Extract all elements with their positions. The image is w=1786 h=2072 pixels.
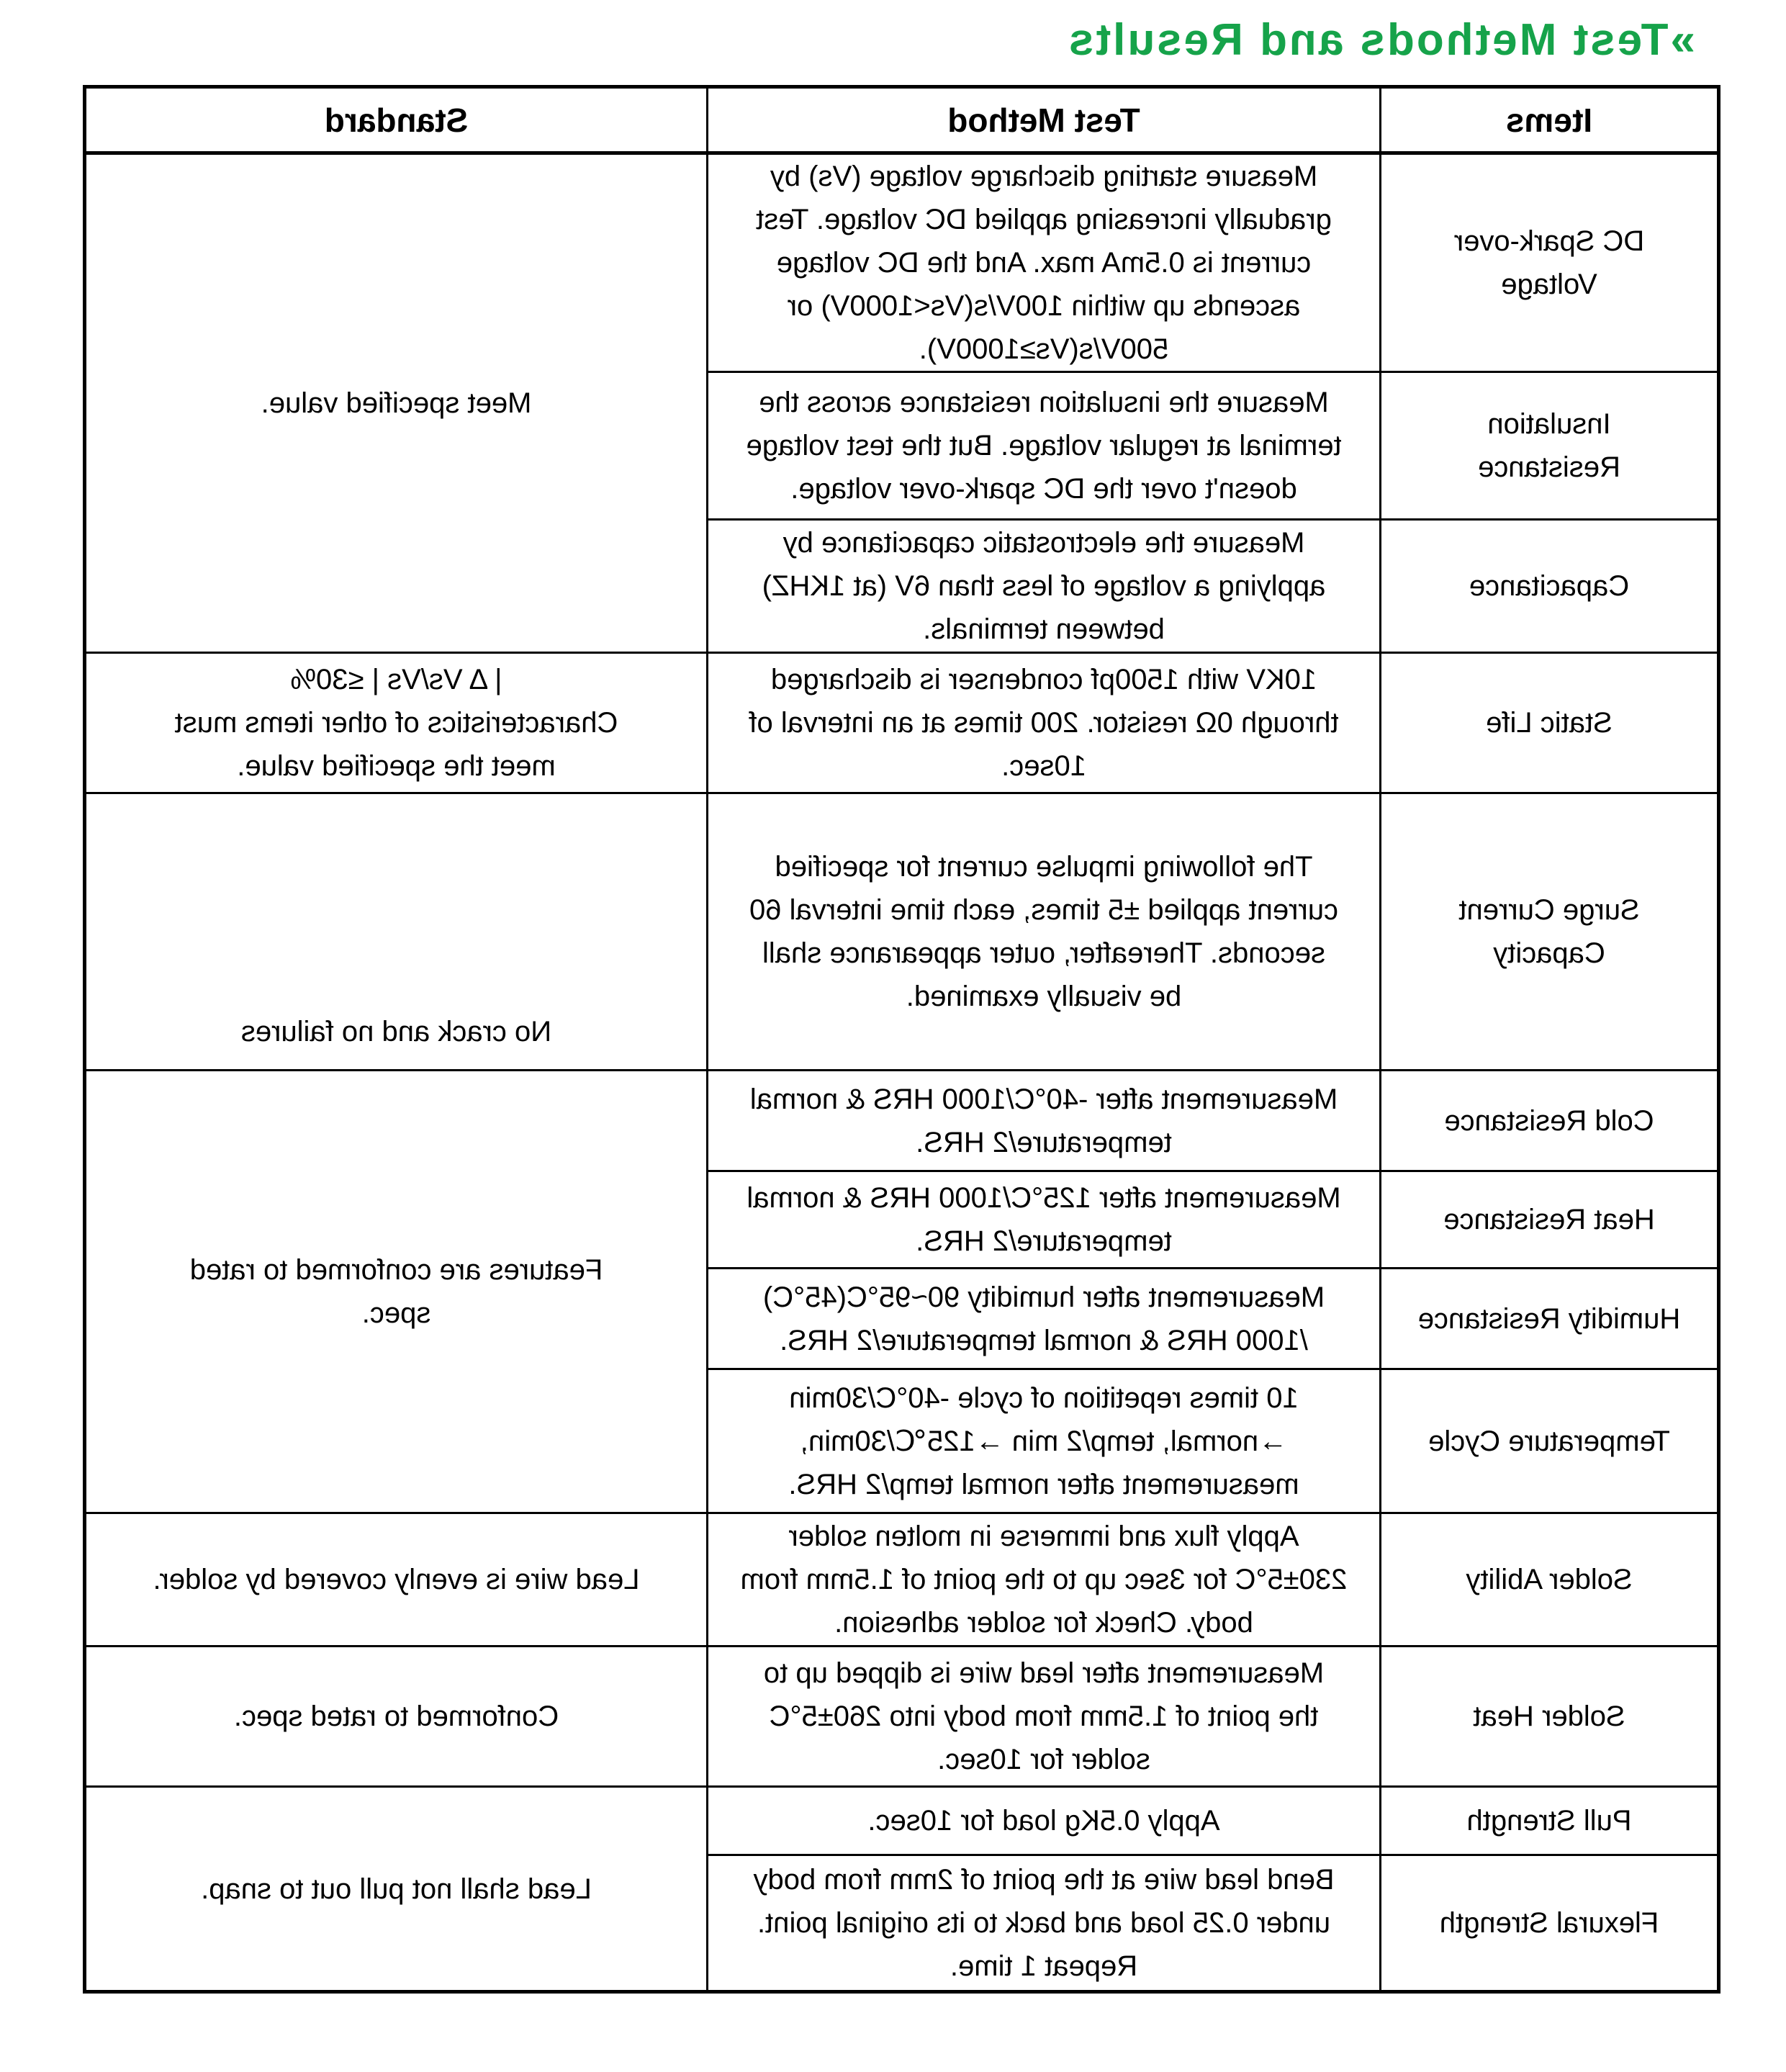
item-cell-solder-heat: Solder Heat [1380,1646,1719,1787]
method-cell: Measurement after -40°C/1000 HRS & norma… [707,1070,1381,1171]
method-cell: Bend lead wire at the point of 2mm from … [707,1855,1381,1992]
test-methods-table: Items Test Method Standard DC Spark-over… [83,85,1720,1994]
item-cell-insulation-resistance: Insulation Resistance [1380,371,1719,520]
method-cell: Measure the insulation resistance across… [707,371,1381,520]
item-cell-pull-strength: Pull Strength [1380,1786,1719,1855]
col-header-test-method: Test Method [707,86,1381,153]
table-row: Static Life 10KV with 1500pf condenser i… [84,652,1719,793]
item-cell-dc-spark-over-voltage: DC Spark-over Voltage [1380,153,1719,372]
method-cell: Apply flux and immerse in molten solder … [707,1513,1381,1647]
table-row: Pull Strength Apply 0.5Kg load for 10sec… [84,1786,1719,1992]
item-cell-solder-ability: Solder Ability [1380,1513,1719,1647]
col-header-standard: Standard [84,86,708,153]
table-row: Surge Current Capacity The following imp… [84,793,1719,1071]
table-row: Cold Resistance Measurement after -40°C/… [84,1070,1719,1513]
method-cell: Measurement after lead wire is dipped up… [707,1646,1381,1787]
standard-cell: Lead wire is evenly covered by solder. [84,1513,708,1647]
col-header-items: Items [1380,86,1719,153]
table-row: DC Spark-over Voltage Measure starting d… [84,153,1719,653]
method-cell: Measure the electrostatic capacitance by… [707,519,1381,653]
header-row: Items Test Method Standard [84,86,1719,153]
item-cell-static-life: Static Life [1380,652,1719,793]
item-cell-humidity-resistance: Humidity Resistance [1380,1268,1719,1369]
standard-cell: Features are conformed to rated spec. [84,1070,708,1513]
standard-cell: Meet specified value. [84,153,708,653]
item-cell-capacitance: Capacitance [1380,519,1719,653]
standard-cell: No crack and no failures [84,793,708,1071]
item-cell-temperature-cycle: Temperature Cycle [1380,1369,1719,1513]
method-cell: The following impulse current for specif… [707,793,1381,1071]
item-cell-heat-resistance: Heat Resistance [1380,1171,1719,1269]
item-cell-flexural-strength: Flexural Strength [1380,1855,1719,1992]
method-cell: Measurement after humidity 90~95°C(45°C)… [707,1268,1381,1369]
item-cell-cold-resistance: Cold Resistance [1380,1070,1719,1171]
standard-cell: | Δ Vs/Vs | ≤30% Characteristics of othe… [84,652,708,793]
method-cell: 10KV with 1500pf condenser is discharged… [707,652,1381,793]
table-row: Solder Ability Apply flux and immerse in… [84,1513,1719,1647]
item-cell-surge-current-capacity: Surge Current Capacity [1380,793,1719,1071]
method-cell: Measurement after 125°C/1000 HRS & norma… [707,1171,1381,1269]
standard-cell: Lead shall not pull out to snap. [84,1786,708,1992]
table-row: Solder Heat Measurement after lead wire … [84,1646,1719,1787]
page-title: »Test Methods and Results [1066,15,1695,65]
method-cell: Apply 0.5Kg load for 10sec. [707,1786,1381,1855]
method-cell: Measure starting discharge voltage (Vs) … [707,153,1381,372]
standard-cell: Conformed to rated spec. [84,1646,708,1787]
method-cell: 10 times repetition of cycle -40°C/30min… [707,1369,1381,1513]
